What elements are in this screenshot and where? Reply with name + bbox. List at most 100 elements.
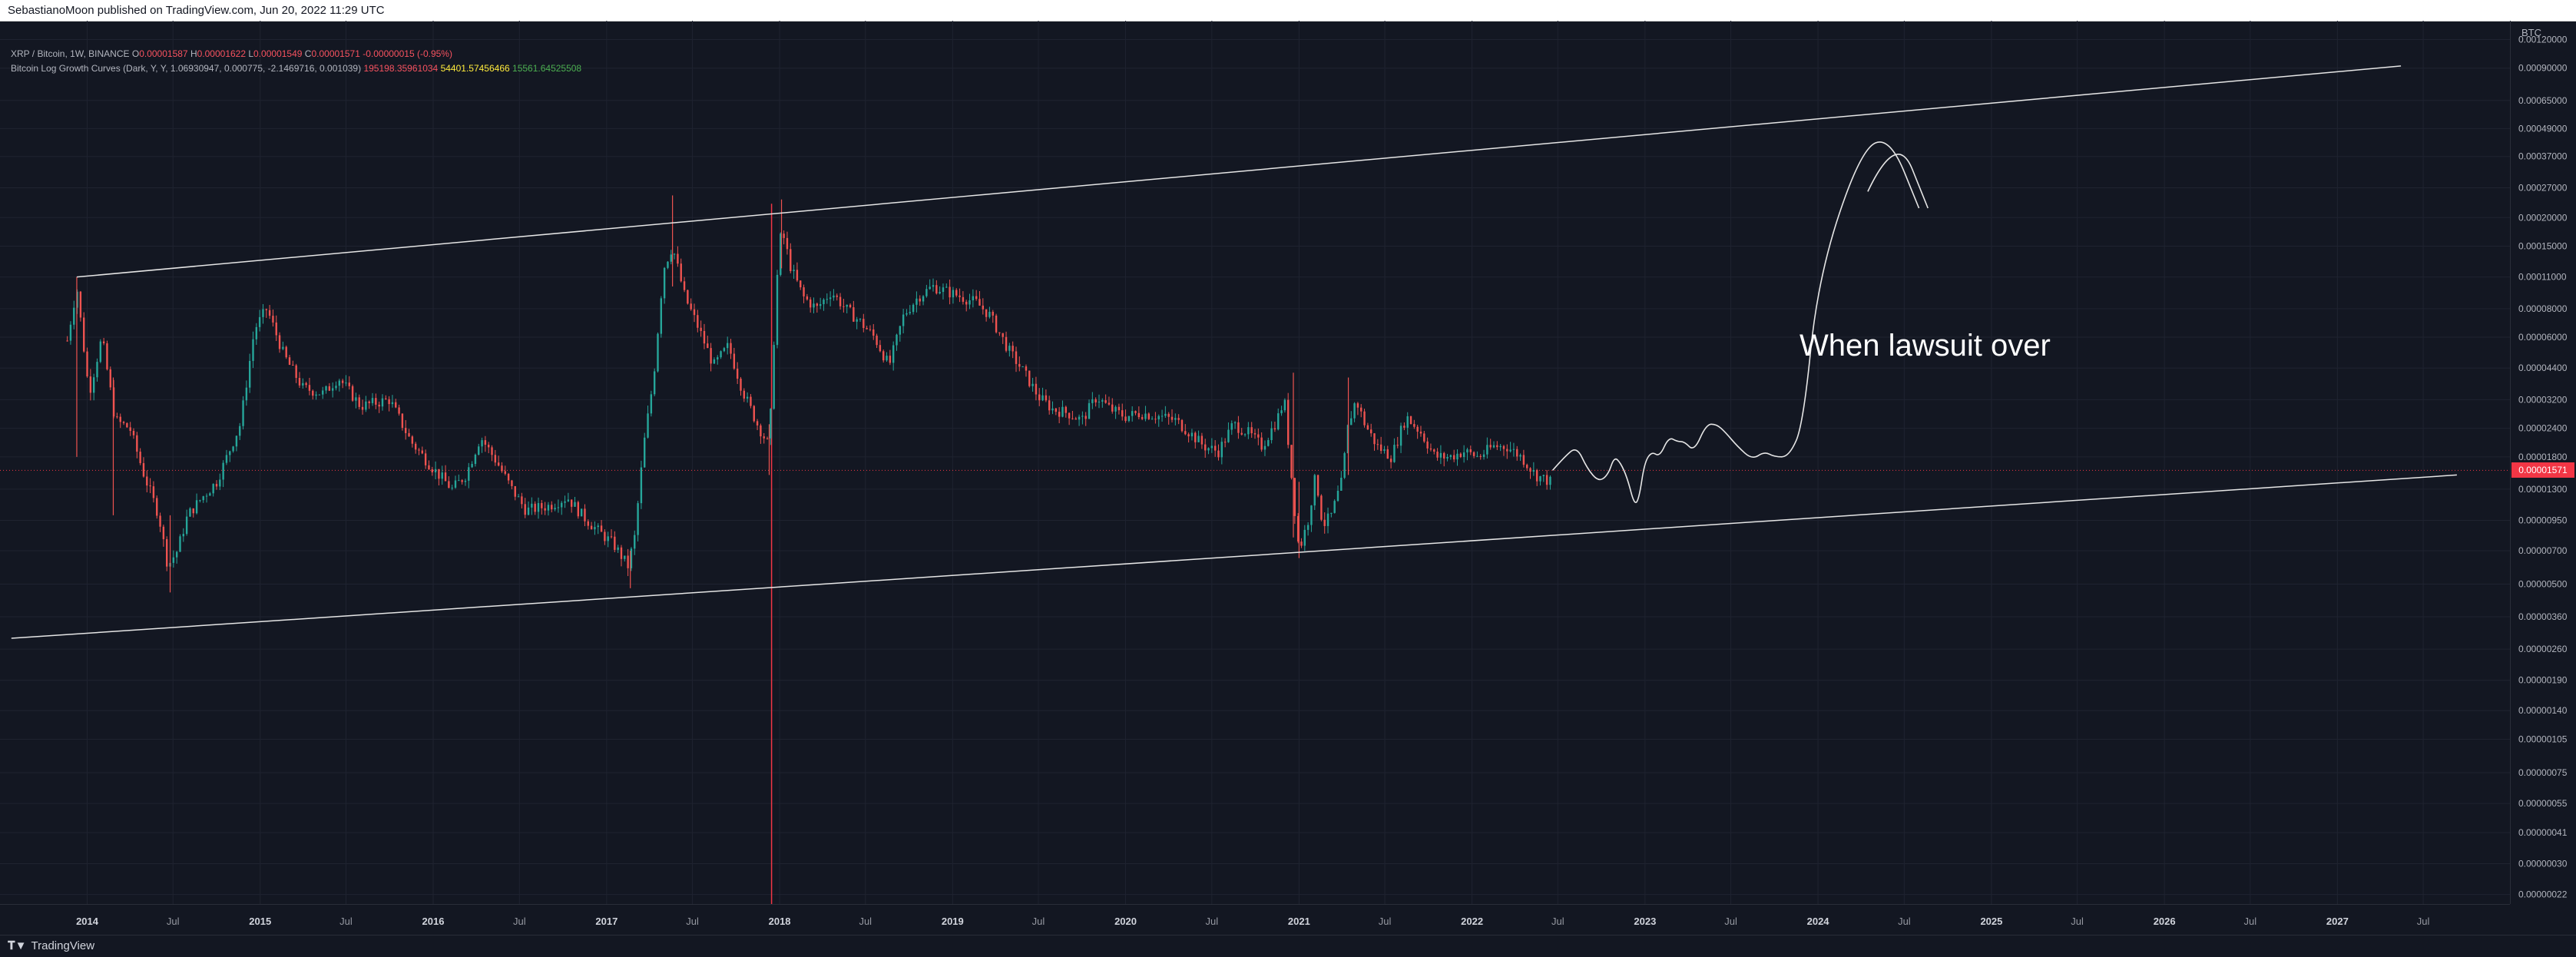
candle-body <box>428 465 430 470</box>
projection-path[interactable] <box>1551 141 1920 504</box>
candle-body <box>341 380 344 383</box>
candle-body <box>239 426 241 436</box>
drawing-layer[interactable] <box>11 65 2457 639</box>
candle-body <box>96 362 98 378</box>
candle-body <box>202 496 204 501</box>
candle-body <box>972 296 975 301</box>
candle-body <box>242 400 244 426</box>
candle-body <box>819 304 822 306</box>
candle-body <box>1499 445 1502 448</box>
annotation-when-lawsuit-over[interactable]: When lawsuit over <box>1800 329 2051 363</box>
candle-body <box>1018 363 1021 367</box>
candle-body <box>126 422 128 428</box>
candle-body <box>195 500 198 514</box>
candle-body <box>209 493 211 496</box>
candle-body <box>647 413 649 438</box>
candle-body <box>391 402 394 405</box>
chart-pane[interactable]: When lawsuit over XRP / Bitcoin, 1W, BIN… <box>0 21 2510 904</box>
candle-body <box>644 437 646 468</box>
candle-body <box>1303 529 1306 546</box>
candle-body <box>836 295 838 297</box>
candle-body <box>637 503 639 535</box>
candle-body <box>345 382 347 384</box>
candle-body <box>1144 413 1147 419</box>
candle-body <box>962 296 965 302</box>
candle-body <box>1021 366 1024 368</box>
candle-body <box>122 422 125 423</box>
candle-body <box>504 471 506 474</box>
price-tick-label: 0.00000105 <box>2518 733 2568 744</box>
candle-body <box>942 287 945 293</box>
candle-body <box>461 480 463 482</box>
candle-body <box>624 555 626 559</box>
candle-body <box>351 386 354 401</box>
trendline-lower[interactable] <box>11 474 2457 639</box>
time-axis[interactable]: 2014 Jul 2015 Jul 2016 Jul 2017 Jul 2018 Jul 2019 J… <box>0 904 2510 935</box>
price-tick-label: 0.00000190 <box>2518 675 2568 686</box>
candle-body <box>152 486 155 498</box>
price-tick-label: 0.00004400 <box>2518 363 2568 373</box>
candle-body <box>1277 413 1280 430</box>
projection-arrow-head[interactable] <box>1867 154 1929 209</box>
candle-body <box>1443 452 1445 459</box>
candle-body <box>600 525 603 532</box>
grid <box>0 21 2510 904</box>
candle-body <box>1180 419 1184 432</box>
candle-body <box>159 515 161 527</box>
price-tick-label: 0.00049000 <box>2518 123 2568 134</box>
candle-body <box>617 547 619 550</box>
time-tick-label: Jul <box>1724 916 1737 927</box>
candle-body <box>1433 449 1435 452</box>
trendline-upper[interactable] <box>76 65 2402 278</box>
candle-body <box>1466 449 1468 453</box>
candle-body <box>866 328 868 329</box>
candle-body <box>849 304 852 308</box>
price-tick-label: 0.00000700 <box>2518 545 2568 556</box>
candle-body <box>119 416 121 422</box>
candle-body <box>408 432 410 437</box>
candle-body <box>912 304 915 313</box>
candle-body <box>1141 417 1144 419</box>
chart-legend: XRP / Bitcoin, 1W, BINANCE O0.00001587 H… <box>11 47 581 76</box>
candle-body <box>1489 445 1492 448</box>
candle-body <box>497 462 500 466</box>
candle-body <box>99 341 102 363</box>
candle-body <box>1025 366 1028 371</box>
candle-body <box>79 291 82 318</box>
indicator-name[interactable]: Bitcoin Log Growth Curves (Dark, Y, Y, 1… <box>11 63 362 74</box>
candle-body <box>521 496 523 505</box>
candle-body <box>1333 501 1336 513</box>
candle-body <box>1124 416 1127 422</box>
time-tick-label: 2019 <box>942 916 964 927</box>
candle-body <box>1250 427 1253 434</box>
symbol-name[interactable]: XRP / Bitcoin, 1W, BINANCE <box>11 48 130 59</box>
candle-body <box>1002 333 1004 337</box>
candle-body <box>1413 424 1415 427</box>
candle-body <box>1522 455 1525 465</box>
candle-body <box>1379 444 1382 452</box>
candle-body <box>630 548 633 568</box>
price-tick-label: 0.00000041 <box>2518 827 2568 838</box>
candle-body <box>292 364 294 366</box>
candle-body <box>1313 475 1316 506</box>
candle-body <box>514 485 516 497</box>
candle-body <box>215 484 218 487</box>
candle-body <box>1127 416 1131 422</box>
candle-body <box>823 300 825 305</box>
candle-body <box>773 345 775 409</box>
price-axis[interactable]: BTC 0.00120000 0.00090000 0.00065000 0.0004… <box>2510 21 2576 904</box>
price-chart[interactable]: When lawsuit over <box>0 21 2510 904</box>
candle-body <box>1065 406 1067 413</box>
candle-body <box>1091 399 1094 403</box>
tradingview-logo-icon: 𝐓▼ <box>8 939 27 952</box>
candle-body <box>547 505 550 511</box>
candle-body <box>371 398 374 403</box>
candle-body <box>544 508 546 511</box>
tradingview-brand[interactable]: 𝐓▼ TradingView <box>8 939 94 952</box>
candle-body <box>295 365 297 378</box>
candle-body <box>1114 406 1117 412</box>
candle-body <box>331 388 334 391</box>
candle-body <box>610 536 613 538</box>
candle-body <box>192 508 194 514</box>
candle-body <box>939 292 941 294</box>
